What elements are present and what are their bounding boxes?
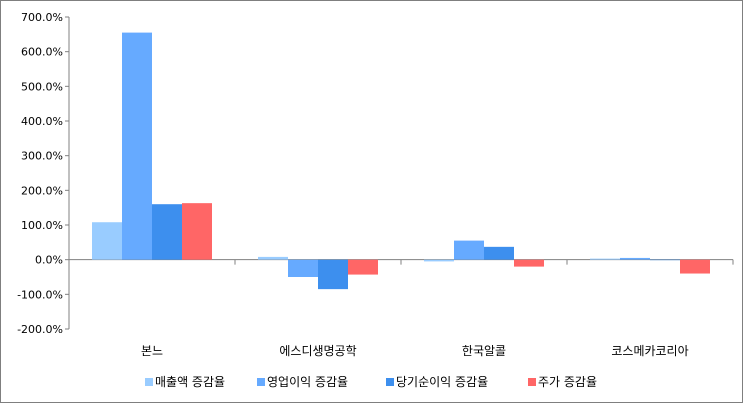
y-tick-label: -200.0% (17, 323, 63, 336)
bar-3-3 (484, 246, 514, 260)
bar-3-2 (318, 259, 348, 290)
category-label: 에스디생명공학 (279, 344, 356, 358)
legend-label: 주가 증감율 (538, 375, 597, 389)
category-label: 한국알콜 (462, 344, 506, 358)
y-tick-label: -100.0% (17, 288, 63, 301)
legend-swatch (257, 378, 265, 386)
bar-1-3 (424, 259, 454, 262)
y-tick-label: 600.0% (21, 46, 63, 59)
bar-4-2 (348, 259, 378, 275)
bar-3-1 (152, 204, 182, 260)
legend-label: 영업이익 증감율 (267, 375, 348, 389)
category-label: 본느 (141, 344, 163, 358)
bar-4-1 (182, 203, 212, 260)
y-axis: 700.0% 600.0% 500.0% 400.0% 300.0% 200.0% 100.… (17, 11, 70, 336)
category-label: 코스메카코리아 (611, 344, 688, 358)
y-tick-label: 0.0% (35, 254, 63, 267)
bar-4-3 (514, 259, 544, 267)
legend-swatch (145, 378, 153, 386)
legend-swatch (528, 378, 536, 386)
legend-label: 당기순이익 증감율 (396, 375, 488, 389)
legend: 매출액 증감율 영업이익 증감율 당기순이익 증감율 주가 증감율 (145, 375, 597, 389)
x-axis (68, 259, 734, 265)
y-tick-label: 400.0% (21, 115, 63, 128)
bar-1-2 (258, 256, 288, 260)
y-tick-label: 500.0% (21, 80, 63, 93)
bar-4-4 (680, 259, 710, 274)
legend-label: 매출액 증감율 (155, 375, 225, 389)
bar-2-3 (454, 240, 484, 260)
bar-1-4 (590, 258, 620, 260)
bar-2-4 (620, 257, 650, 260)
category-labels: 본느 에스디생명공학 한국알콜 코스메카코리아 (141, 344, 689, 358)
y-tick-label: 100.0% (21, 219, 63, 232)
bar-1-1 (92, 222, 122, 260)
y-tick-label: 300.0% (21, 150, 63, 163)
bar-2-2 (288, 259, 318, 277)
bar-3-4 (650, 259, 680, 261)
legend-swatch (386, 378, 394, 386)
y-tick-label: 200.0% (21, 184, 63, 197)
bar-2-1 (122, 32, 152, 260)
bars (92, 32, 710, 290)
y-tick-label: 700.0% (21, 11, 63, 24)
